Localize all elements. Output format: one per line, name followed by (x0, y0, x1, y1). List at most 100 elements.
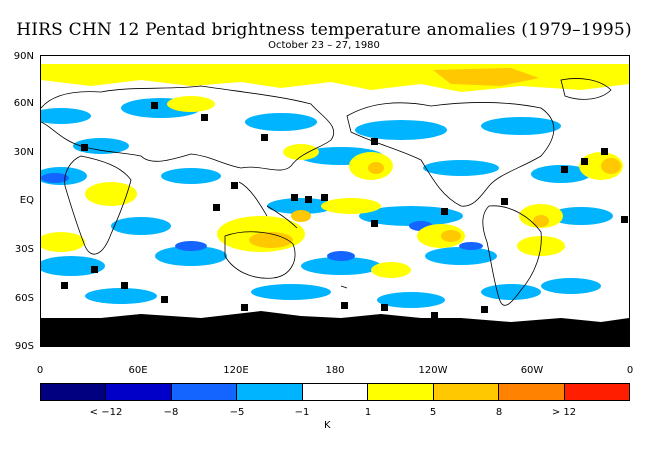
colorbar-swatch-1 (41, 384, 107, 400)
colorbar-label-4: −1 (294, 407, 310, 418)
missing-data-square-18 (213, 204, 220, 211)
light-blue-anomaly-4 (481, 117, 561, 135)
missing-data-square-11 (261, 134, 268, 141)
colorbar-label-2: −8 (163, 407, 179, 418)
light-blue-anomaly-0 (41, 108, 91, 124)
lon-label-0-right: 0 (626, 365, 634, 376)
light-blue-anomaly-23 (481, 284, 541, 300)
coastlines (41, 78, 612, 306)
missing-data-square-22 (561, 166, 568, 173)
mid-blue-anomaly-28 (459, 242, 483, 250)
missing-data-square-17 (321, 194, 328, 201)
missing-data-square-13 (81, 144, 88, 151)
light-blue-anomaly-12 (359, 206, 463, 226)
light-blue-anomaly-22 (377, 292, 445, 308)
light-blue-anomaly-14 (549, 207, 613, 225)
yellow-anomaly-38 (321, 198, 381, 214)
colorbar-unit: K (324, 420, 331, 431)
orange-anomaly-45 (533, 215, 549, 227)
yellow-anomaly-40 (371, 262, 411, 278)
lon-label-0: 0 (36, 365, 44, 376)
missing-data-square-26 (241, 304, 248, 311)
missing-data-square-24 (91, 266, 98, 273)
missing-data-square-25 (161, 296, 168, 303)
lon-label-120w: 120W (418, 365, 448, 376)
missing-data-square-10 (201, 114, 208, 121)
lat-label-90n: 90N (13, 51, 34, 62)
orange-anomaly-43 (601, 158, 621, 174)
missing-data-square-14 (231, 182, 238, 189)
missing-data-square-19 (371, 220, 378, 227)
colorbar-swatch-8 (499, 384, 565, 400)
missing-data-square-23 (601, 148, 608, 155)
colorbar-swatch-4 (237, 384, 303, 400)
lon-label-180: 180 (325, 365, 345, 376)
colorbar-label-8: > 12 (551, 407, 577, 418)
light-blue-anomaly-11 (267, 198, 335, 214)
colorbar-label-1: < −12 (89, 407, 123, 418)
missing-data-square-27 (341, 302, 348, 309)
missing-data-square-21 (501, 198, 508, 205)
yellow-anomaly-37 (283, 144, 319, 160)
missing-data-square-28 (381, 304, 388, 311)
lat-label-90s: 90S (14, 341, 34, 352)
missing-data-square-9 (151, 102, 158, 109)
light-blue-anomaly-3 (355, 120, 447, 140)
yellow-anomaly-29 (85, 182, 137, 206)
colorbar-swatch-5 (302, 384, 369, 400)
mid-blue-anomaly-24 (41, 173, 69, 183)
colorbar-swatch-2 (106, 384, 172, 400)
light-blue-anomaly-15 (41, 256, 105, 276)
colorbar-swatch-9 (564, 384, 629, 400)
anomaly-fields (41, 66, 628, 333)
light-blue-anomaly-16 (155, 246, 227, 266)
missing-data-square-16 (305, 196, 312, 203)
colorbar-label-7: 8 (495, 407, 503, 418)
colorbar (40, 383, 630, 401)
lon-label-60e: 60E (128, 365, 148, 376)
missing-data-square-32 (481, 306, 488, 313)
lat-label-30n: 30N (13, 147, 34, 158)
missing-data-square-30 (121, 282, 128, 289)
colorbar-swatch-3 (171, 384, 238, 400)
light-blue-anomaly-21 (251, 284, 331, 300)
light-blue-anomaly-17 (301, 257, 381, 275)
lat-label-eq: EQ (19, 195, 34, 206)
light-blue-anomaly-8 (161, 168, 221, 184)
arctic-orange-patch (433, 68, 539, 86)
light-blue-anomaly-13 (111, 217, 171, 235)
lon-label-60w: 60W (520, 365, 544, 376)
missing-data-square-20 (441, 208, 448, 215)
missing-data-square-36 (621, 216, 628, 223)
map-subtitle: October 23 – 27, 1980 (268, 40, 380, 51)
anomaly-map (40, 55, 630, 347)
lat-label-60n: 60N (13, 98, 34, 109)
light-blue-anomaly-2 (245, 113, 317, 131)
colorbar-label-5: 1 (364, 407, 372, 418)
yellow-anomaly-36 (167, 96, 215, 112)
lon-label-120e: 120E (223, 365, 249, 376)
arctic-warm-band (41, 64, 629, 92)
map-title: HIRS CHN 12 Pentad brightness temperatur… (16, 20, 632, 40)
missing-data-square-31 (61, 282, 68, 289)
missing-data-square-35 (581, 158, 588, 165)
orange-anomaly-44 (368, 162, 384, 174)
colorbar-label-6: 5 (429, 407, 437, 418)
light-blue-anomaly-10 (531, 165, 591, 183)
lat-label-60s: 60S (14, 293, 34, 304)
light-blue-anomaly-7 (423, 160, 499, 176)
lat-label-30s: 30S (14, 244, 34, 255)
missing-data-square-15 (291, 194, 298, 201)
anomaly-map-canvas (41, 64, 629, 346)
antarctica-missing-band (41, 311, 629, 346)
yellow-anomaly-32 (41, 232, 85, 252)
colorbar-label-3: −5 (229, 407, 245, 418)
colorbar-swatch-7 (433, 384, 500, 400)
missing-data-square-29 (431, 312, 438, 319)
light-blue-anomaly-19 (541, 278, 601, 294)
light-blue-anomaly-18 (425, 247, 497, 265)
light-blue-anomaly-20 (85, 288, 157, 304)
mid-blue-anomaly-27 (327, 251, 355, 261)
orange-anomaly-46 (291, 210, 311, 222)
orange-anomaly-42 (441, 230, 461, 242)
